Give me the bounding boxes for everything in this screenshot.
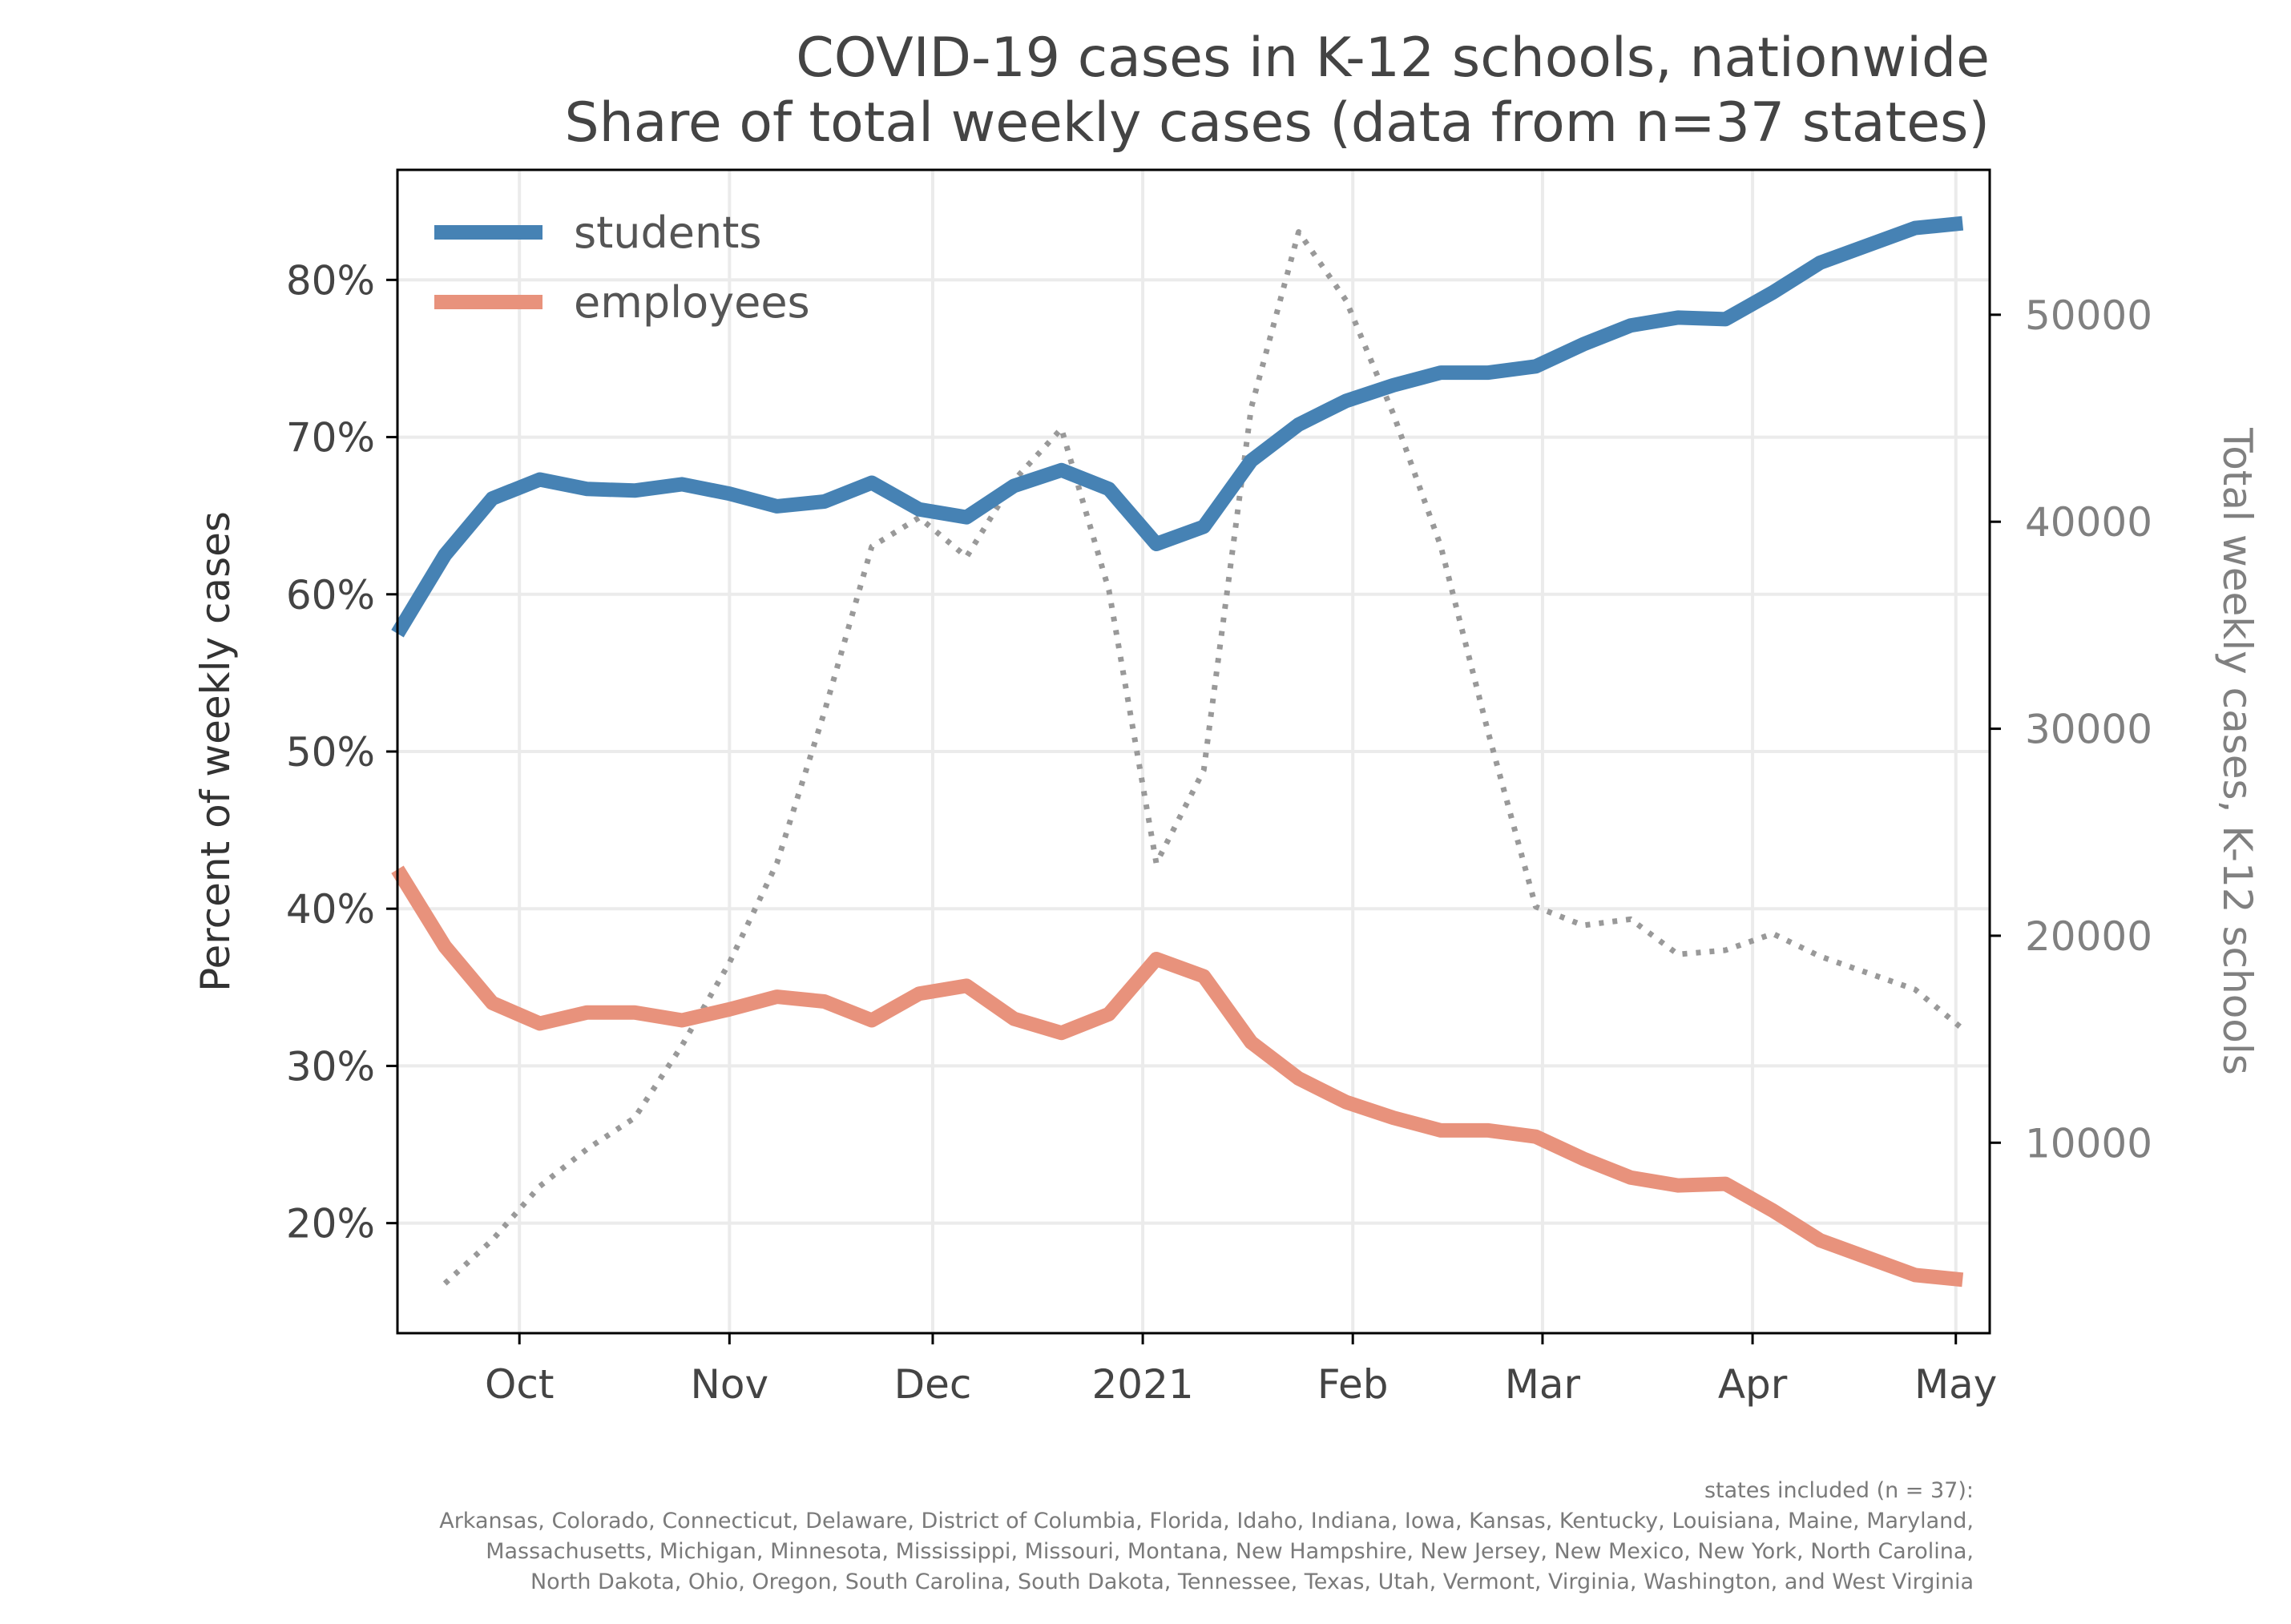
y-right-tick-label-0: 10000 [2025,1120,2152,1167]
y-right-tick-label-2: 30000 [2025,707,2152,753]
legend: students employees [434,208,810,328]
series-line-students [391,216,1964,638]
y-tick-label-1: 30% [286,1043,375,1090]
y-axis-left: 20% 30% 40% 50% 60% 70% 80% [286,257,397,1247]
footnote-heading: states included (n = 37): [1704,1478,1974,1503]
y-axis-label: Percent of weekly cases [192,511,239,992]
series-line-total-weekly-cases [442,229,1965,1286]
y-tick-label-4: 60% [286,572,375,619]
x-tick-label-0: Oct [485,1361,554,1408]
footnote-line-2: Massachusetts, Michigan, Minnesota, Miss… [486,1539,1974,1564]
x-tick-label-3: 2021 [1091,1361,1193,1408]
y-right-tick-label-3: 40000 [2025,499,2152,546]
y-tick-label-3: 50% [286,729,375,776]
y-axis-right: 10000 20000 30000 40000 50000 [1990,292,2152,1167]
x-tick-label-7: May [1914,1361,1997,1408]
footnote-line-1: Arkansas, Colorado, Connecticut, Delawar… [439,1509,1974,1533]
footnote: states included (n = 37): Arkansas, Colo… [439,1478,1974,1594]
gridlines [397,170,1990,1333]
x-tick-label-4: Feb [1317,1361,1389,1408]
x-tick-label-6: Apr [1718,1361,1788,1408]
x-tick-label-1: Nov [691,1361,769,1408]
chart-subtitle: Share of total weekly cases (data from n… [565,91,1991,155]
x-tick-label-2: Dec [894,1361,972,1408]
y-tick-label-0: 20% [286,1201,375,1247]
series-layer [391,216,1965,1288]
y-tick-label-2: 40% [286,886,375,933]
legend-label-employees: employees [574,277,810,328]
x-tick-label-5: Mar [1505,1361,1581,1408]
footnote-line-3: North Dakota, Ohio, Oregon, South Caroli… [530,1570,1974,1594]
series-line-employees [391,865,1964,1288]
legend-label-students: students [574,208,762,258]
y-tick-label-5: 70% [286,415,375,461]
y-tick-label-6: 80% [286,257,375,304]
chart-title: COVID-19 cases in K-12 schools, nationwi… [796,26,1990,90]
y-right-tick-label-1: 20000 [2025,913,2152,960]
y-axis-label-right: Total weekly cases, K-12 schools [2214,427,2261,1075]
y-right-tick-label-4: 50000 [2025,292,2152,339]
x-axis: Oct Nov Dec 2021 Feb Mar Apr May [485,1333,1997,1408]
